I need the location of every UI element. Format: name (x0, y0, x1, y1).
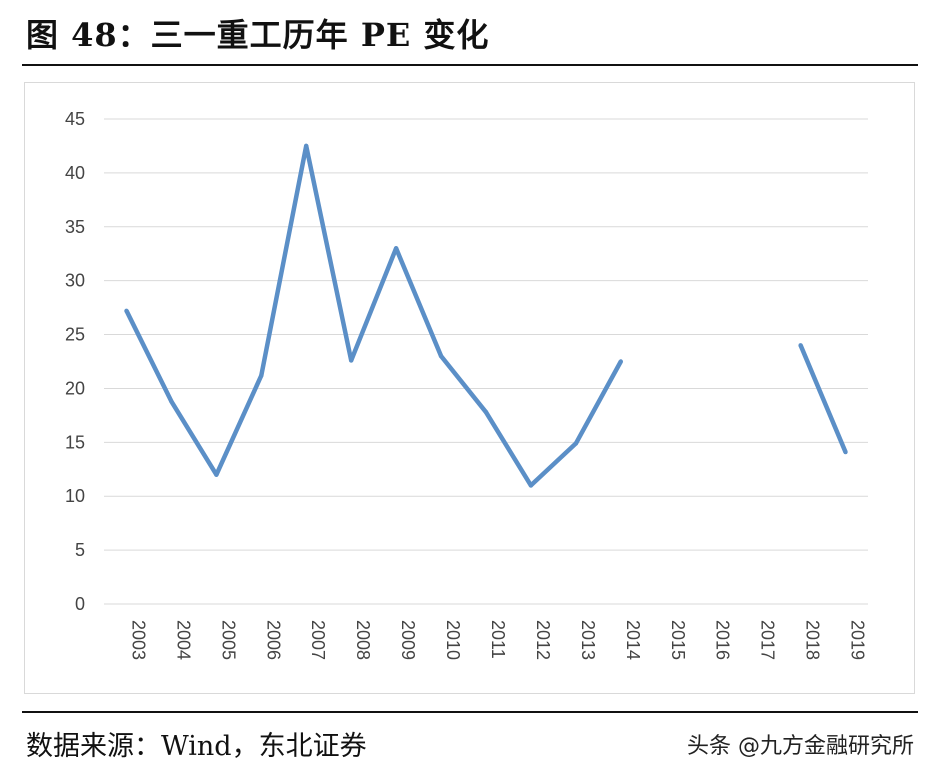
x-tick-label: 2009 (398, 620, 418, 660)
y-tick-label: 5 (75, 540, 85, 560)
x-tick-label: 2017 (758, 620, 778, 660)
x-tick-label: 2016 (713, 620, 733, 660)
data-point-2007 (304, 143, 309, 149)
bottom-rule (22, 711, 918, 713)
y-tick-label: 35 (65, 217, 85, 237)
y-tick-label: 30 (65, 271, 85, 291)
data-point-2009 (393, 246, 399, 251)
data-point-2010 (438, 353, 444, 359)
data-point-2011 (483, 409, 489, 415)
x-tick-label: 2008 (353, 620, 373, 660)
data-point-2012 (528, 483, 534, 488)
top-rule (22, 64, 918, 66)
source-note: 数据来源：Wind，东北证券 (26, 731, 367, 762)
y-tick-label: 20 (65, 378, 85, 398)
series-line-segment (124, 143, 623, 488)
data-point-2014 (618, 359, 624, 364)
x-tick-label: 2010 (443, 620, 463, 660)
x-tick-label: 2013 (578, 620, 598, 660)
series-line-segment (798, 344, 848, 453)
data-point-2018 (798, 343, 803, 348)
x-axis-ticks: 2003 2004 2005 2006 2007 2008 2009 2010 2011 2012… (128, 620, 867, 660)
chart-frame: 0 5 10 15 20 25 30 35 40 45 2003 2004 2005 2006 2007 2… (24, 82, 915, 694)
data-point-2003 (124, 308, 129, 314)
y-tick-label: 15 (65, 432, 85, 452)
y-tick-label: 10 (65, 486, 85, 506)
y-axis-ticks: 0 5 10 15 20 25 30 35 40 45 (65, 109, 85, 614)
data-point-2005 (214, 472, 219, 477)
grid-layer (104, 118, 868, 605)
data-point-2004 (169, 399, 174, 404)
x-tick-label: 2003 (128, 620, 148, 660)
x-tick-label: 2004 (173, 620, 193, 660)
data-point-2013 (573, 441, 579, 446)
y-tick-label: 45 (65, 109, 85, 129)
x-tick-label: 2012 (533, 620, 553, 660)
series-layer (124, 143, 848, 488)
watermark: 头条 @九方金融研究所 (687, 734, 914, 759)
x-tick-label: 2011 (488, 620, 508, 659)
data-point-2019 (843, 449, 848, 455)
x-tick-label: 2005 (218, 620, 238, 660)
x-tick-label: 2018 (803, 620, 823, 660)
x-tick-label: 2007 (308, 620, 328, 660)
x-tick-label: 2015 (668, 620, 688, 660)
figure-title: 图 48：三一重工历年 PE 变化 (26, 16, 490, 54)
y-tick-label: 0 (75, 594, 85, 614)
x-tick-label: 2006 (263, 620, 283, 660)
y-tick-label: 25 (65, 325, 85, 345)
data-point-2006 (259, 373, 264, 378)
x-tick-label: 2014 (623, 620, 643, 660)
data-point-2008 (348, 358, 354, 363)
y-tick-label: 40 (65, 163, 85, 183)
x-tick-label: 2019 (848, 620, 868, 660)
